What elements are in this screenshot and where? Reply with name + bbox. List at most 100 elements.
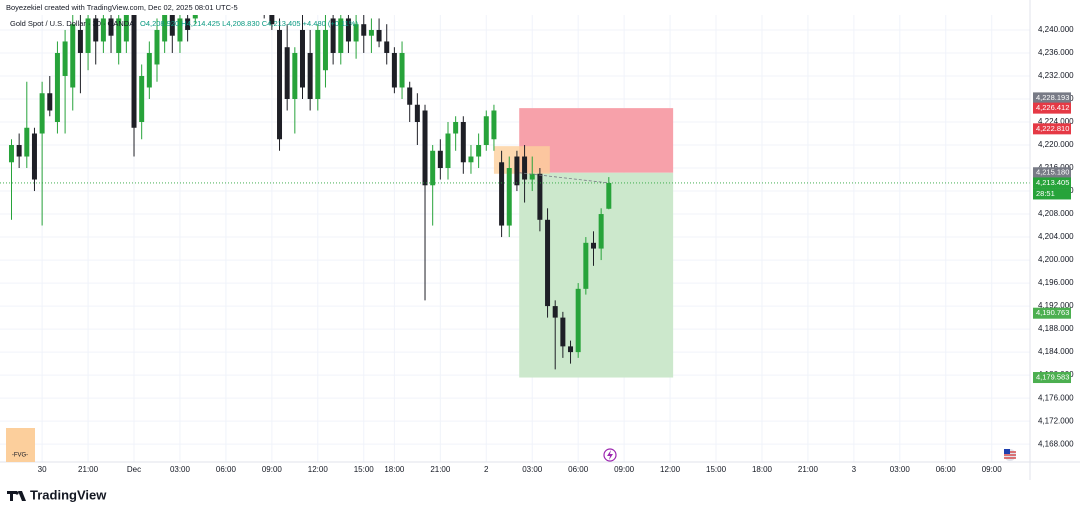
- y-tick-label: 4,204.000: [1038, 232, 1074, 241]
- x-tick-label: 09:00: [614, 465, 635, 474]
- y-tick-label: 4,192.000: [1038, 301, 1074, 310]
- candle-body: [139, 75, 145, 123]
- candle-body: [192, 15, 198, 19]
- candle-body: [70, 24, 76, 88]
- fvg-legend-box: [6, 428, 35, 462]
- candle-body: [568, 346, 574, 353]
- x-tick-label: 09:00: [982, 465, 1003, 474]
- candle-body: [606, 182, 612, 209]
- x-tick-label: 09:00: [262, 465, 283, 474]
- x-tick-label: 03:00: [890, 465, 911, 474]
- price-label: 4,215.180: [1036, 168, 1069, 177]
- candle-body: [177, 18, 183, 42]
- candle-body: [292, 52, 298, 99]
- y-tick-label: 4,220.000: [1038, 140, 1074, 149]
- candle-body: [330, 18, 336, 53]
- flag-canton: [1004, 449, 1010, 454]
- price-axis: 4,168.0004,172.0004,176.0004,180.0004,18…: [38, 25, 1074, 474]
- candle-body: [162, 15, 168, 42]
- x-tick-label: 12:00: [308, 465, 329, 474]
- x-tick-label: 03:00: [170, 465, 191, 474]
- candle-body: [445, 133, 451, 169]
- x-tick-label: 21:00: [78, 465, 99, 474]
- candle-body: [460, 122, 466, 163]
- candle-body: [506, 168, 512, 226]
- candle-body: [16, 145, 22, 157]
- countdown-box: [1033, 188, 1071, 200]
- candle-body: [437, 150, 443, 169]
- x-tick-label: 12:00: [660, 465, 681, 474]
- candle-body: [376, 29, 382, 42]
- y-tick-label: 4,200.000: [1038, 255, 1074, 264]
- chart-title: Gold Spot / U.S. Dollar · 30 · OANDA: [10, 19, 134, 28]
- price-label-box: [1033, 167, 1071, 179]
- candle-body: [345, 18, 351, 42]
- candle-body: [414, 104, 420, 123]
- candle-body: [315, 29, 321, 99]
- candle-body: [123, 15, 129, 42]
- candle-body: [108, 18, 114, 36]
- candle-body: [54, 52, 60, 123]
- candle-body: [24, 127, 30, 157]
- x-tick-label: 03:00: [522, 465, 543, 474]
- credit: Boyezekiel created with TradingView.com,…: [6, 3, 238, 12]
- candle-body: [116, 18, 122, 53]
- x-tick-label: Dec: [127, 465, 141, 474]
- candle-body: [47, 93, 53, 111]
- price-label-box: [1033, 177, 1071, 189]
- candle-body: [322, 29, 328, 71]
- x-tick-label: 21:00: [798, 465, 819, 474]
- x-tick-label: 06:00: [216, 465, 237, 474]
- y-tick-label: 4,196.000: [1038, 278, 1074, 287]
- candle-body: [353, 24, 359, 42]
- candle-body: [284, 47, 290, 99]
- candle-body: [522, 156, 528, 180]
- event-icon[interactable]: [603, 448, 617, 462]
- candle-body: [131, 15, 137, 128]
- price-label-box: [1033, 102, 1071, 114]
- ohlc-legend: O4,208.920 H4,214.425 L4,208.830 C4,213.…: [140, 19, 358, 28]
- candle-body: [277, 29, 283, 140]
- logo-text: TradingView: [30, 487, 107, 502]
- candle-body: [391, 52, 397, 88]
- candle-body: [430, 150, 436, 186]
- candle-body: [154, 29, 160, 65]
- candle-body: [491, 110, 497, 140]
- candle-body: [399, 52, 405, 88]
- x-tick-label: 2: [484, 465, 489, 474]
- candle-body: [185, 18, 191, 30]
- x-tick-label: 15:00: [354, 465, 375, 474]
- event-icon-bolt: [607, 450, 613, 460]
- candle-body: [299, 29, 305, 88]
- x-tick-label: 06:00: [936, 465, 957, 474]
- x-tick-label: 18:00: [384, 465, 405, 474]
- candle-body: [476, 145, 482, 157]
- entry-line: [519, 172, 609, 184]
- fvg-label: -FVG-: [12, 453, 28, 459]
- price-label-box: [1033, 123, 1071, 135]
- candle-body: [598, 214, 604, 249]
- candle-body: [552, 306, 558, 318]
- candle-body: [77, 29, 83, 53]
- candle-body: [93, 18, 99, 42]
- candle-body: [529, 173, 535, 180]
- price-label-box: [1033, 92, 1071, 104]
- price-label: 4,190.763: [1036, 308, 1069, 317]
- candle-body: [368, 29, 374, 36]
- price-label: 4,213.405: [1036, 178, 1069, 187]
- x-tick-label: 3: [852, 465, 857, 474]
- candle-body: [499, 162, 505, 226]
- candle-body: [468, 156, 474, 163]
- x-tick-label: 21:00: [430, 465, 451, 474]
- price-label: 4,228.193: [1036, 93, 1069, 102]
- y-tick-label: 4,240.000: [1038, 25, 1074, 34]
- x-tick-label: 18:00: [752, 465, 773, 474]
- y-tick-label: 4,208.000: [1038, 209, 1074, 218]
- candle-body: [575, 288, 581, 353]
- logo-mark: [15, 491, 19, 495]
- candle-body: [307, 52, 313, 99]
- price-label-box: [1033, 372, 1071, 384]
- target-zone: [519, 172, 674, 378]
- candle-body: [85, 18, 91, 53]
